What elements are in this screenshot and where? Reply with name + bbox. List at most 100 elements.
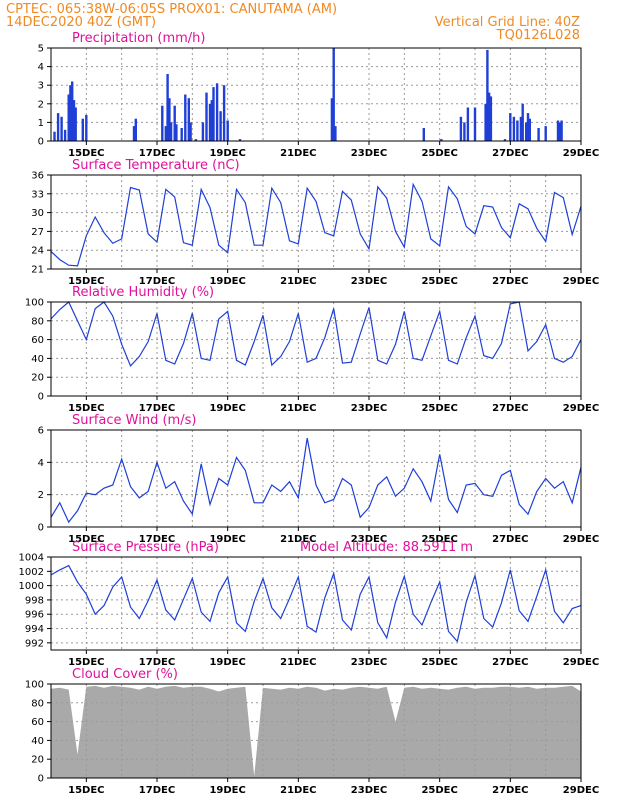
precip-bar	[556, 120, 560, 141]
humidity-xtick-label: 27DEC	[492, 403, 528, 414]
wind-frame	[50, 429, 582, 528]
wind-ytick-label: 2	[38, 490, 44, 501]
precip-bar	[503, 139, 507, 141]
humidity-ytick-label: 60	[31, 335, 44, 346]
precip-bar	[175, 124, 178, 141]
precip-bar	[201, 122, 205, 141]
temp-xtick-label: 21DEC	[280, 276, 316, 287]
temp-ytick-label: 21	[31, 265, 44, 276]
precip-bar	[168, 98, 171, 141]
precip-ytick-label: 5	[38, 44, 44, 55]
precip-bar	[164, 126, 167, 141]
precip-bar	[222, 85, 226, 141]
precip-xtick-label: 17DEC	[139, 148, 175, 159]
precip-xtick-label: 29DEC	[563, 148, 599, 159]
wind-title: Surface Wind (m/s)	[72, 413, 196, 428]
pressure-ytick-label: 1002	[19, 567, 44, 578]
humidity-xtick-label: 29DEC	[563, 403, 599, 414]
pressure-ytick-label: 994	[25, 624, 44, 635]
wind-xtick-label: 19DEC	[209, 534, 245, 545]
cloud-xtick-label: 15DEC	[68, 785, 104, 796]
cloud-xtick-label: 27DEC	[492, 785, 528, 796]
pressure-xtick-label: 21DEC	[280, 657, 316, 668]
header-station: CPTEC: 065:38W-06:05S PROX01: CANUTAMA (…	[6, 2, 337, 17]
wind-xtick-label: 17DEC	[139, 534, 175, 545]
precip-bar	[473, 107, 477, 141]
humidity-xtick-label: 23DEC	[351, 403, 387, 414]
precip-bar	[334, 126, 337, 141]
precip-bar	[71, 81, 74, 141]
pressure-xtick-label: 17DEC	[139, 657, 175, 668]
cloud-frame	[50, 683, 582, 779]
precip-xtick-label: 27DEC	[492, 148, 528, 159]
header-model: TQ0126L028	[496, 28, 580, 43]
precip-bar	[219, 111, 222, 141]
pressure-ytick-label: 998	[25, 595, 44, 606]
humidity-xtick-label: 21DEC	[280, 403, 316, 414]
cloud-ytick-label: 40	[31, 736, 44, 747]
pressure-xtick-label: 19DEC	[209, 657, 245, 668]
precip-bar	[487, 92, 491, 141]
temp-xtick-label: 27DEC	[492, 276, 528, 287]
wind-ytick-label: 4	[38, 458, 44, 469]
wind-xtick-label: 23DEC	[351, 534, 387, 545]
precip-xtick-label: 21DEC	[280, 148, 316, 159]
precip-bar	[544, 126, 547, 141]
precip-ytick-label: 4	[38, 62, 44, 73]
wind-xtick-label: 25DEC	[421, 534, 457, 545]
temp-xtick-label: 19DEC	[209, 276, 245, 287]
wind-xtick-label: 27DEC	[492, 534, 528, 545]
precip-ytick-label: 1	[38, 118, 44, 129]
precip-bar	[521, 103, 524, 141]
precip-bar	[72, 100, 76, 141]
cloud-xtick-label: 17DEC	[139, 785, 175, 796]
temp-title: Surface Temperature (nC)	[72, 158, 240, 173]
precip-bar	[463, 122, 466, 141]
humidity-title: Relative Humidity (%)	[72, 285, 214, 300]
pressure-xtick-label: 25DEC	[421, 657, 457, 668]
pressure-ytick-label: 992	[25, 638, 44, 649]
wind-xtick-label: 21DEC	[280, 534, 316, 545]
temp-xtick-label: 15DEC	[68, 276, 104, 287]
precip-bar	[440, 139, 443, 141]
pressure-xtick-label: 23DEC	[351, 657, 387, 668]
cloud-ytick-label: 80	[31, 698, 44, 709]
header-run-date: 14DEC2020 40Z (GMT)	[6, 15, 156, 30]
precip-bar	[60, 116, 63, 141]
cloud-ytick-label: 20	[31, 755, 44, 766]
temp-ytick-label: 27	[31, 227, 44, 238]
humidity-series-line	[50, 301, 582, 367]
temp-xtick-label: 29DEC	[563, 276, 599, 287]
precip-bar	[486, 49, 489, 141]
precip-bar	[484, 103, 487, 141]
pressure-ytick-label: 1000	[19, 581, 44, 592]
precip-bar	[459, 116, 463, 141]
precip-bar	[81, 118, 84, 141]
precip-bar	[516, 120, 519, 141]
wind-xtick-label: 15DEC	[68, 534, 104, 545]
precip-bar	[69, 85, 72, 141]
pressure-frame	[50, 556, 582, 651]
pressure-annotation: Model Altitude: 88.5911 m	[300, 540, 473, 555]
precip-bar	[537, 128, 540, 141]
wind-series-line	[50, 437, 582, 524]
cloud-ytick-label: 0	[38, 774, 44, 785]
humidity-xtick-label: 19DEC	[209, 403, 245, 414]
pressure-panel: Surface Pressure (hPa) Model Altitude: 88…	[19, 540, 600, 668]
precip-bar	[422, 128, 425, 141]
temp-panel: Surface Temperature (nC) 21 24 27 30 33 36 15DE…	[31, 158, 599, 287]
wind-ytick-label: 0	[38, 523, 44, 534]
precip-title: Precipitation (mm/h)	[72, 31, 205, 46]
pressure-xtick-label: 29DEC	[563, 657, 599, 668]
precip-xtick-label: 25DEC	[421, 148, 457, 159]
wind-xtick-label: 29DEC	[563, 534, 599, 545]
pressure-xtick-label: 27DEC	[492, 657, 528, 668]
precip-bar	[169, 122, 173, 141]
precip-bar	[184, 94, 187, 141]
precip-panel: Precipitation (mm/h) 0 1 2 3 4 5 15DEC 17DEC 19DE…	[38, 31, 600, 159]
precip-bar	[226, 120, 229, 141]
temp-ytick-label: 30	[31, 208, 44, 219]
precip-bar	[166, 74, 169, 141]
pressure-ytick-label: 996	[25, 610, 44, 621]
temp-xtick-label: 23DEC	[351, 276, 387, 287]
